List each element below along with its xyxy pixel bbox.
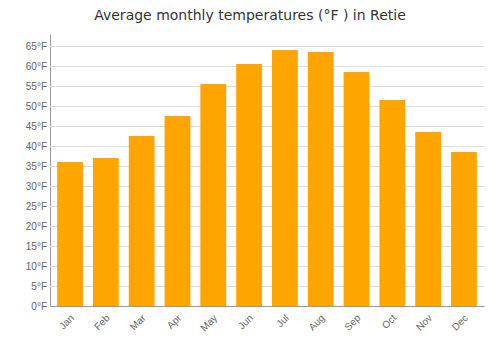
bar (165, 116, 191, 306)
x-tick-label: Dec (450, 312, 470, 332)
bar (272, 50, 298, 306)
bar (308, 52, 334, 306)
x-tick-label: Jun (236, 312, 255, 331)
x-tick: Apr (165, 306, 184, 331)
y-tick: 65°F (26, 41, 484, 52)
x-tick-label: Aug (306, 312, 326, 332)
x-axis-line (51, 306, 485, 307)
x-tick: Sep (342, 306, 363, 333)
bar (57, 162, 83, 306)
grid-line (50, 86, 484, 87)
x-tick-label: May (198, 312, 219, 333)
x-tick-label: Oct (380, 312, 399, 331)
bar (129, 136, 155, 306)
x-tick: Oct (380, 306, 399, 331)
x-tick: Dec (450, 306, 470, 333)
grid-line (50, 66, 484, 67)
plot: 0°F 5°F 10°F 15°F 20°F 25°F 30°F 35°F 40°F 45°F 50… (26, 35, 485, 334)
x-tick-label: Jan (57, 312, 76, 331)
x-tick-label: Apr (165, 312, 184, 331)
x-tick-label: Nov (414, 312, 434, 332)
x-tick: Mar (128, 306, 148, 332)
bar (379, 100, 405, 306)
bar (344, 72, 370, 306)
bar (200, 84, 226, 306)
x-tick: Aug (306, 306, 326, 333)
y-tick-label: 40°F (26, 141, 47, 152)
x-tick: Jan (57, 306, 76, 331)
y-tick-label: 35°F (26, 161, 47, 172)
y-tick-label: 0°F (31, 301, 47, 312)
x-axis: Jan Feb Mar Apr May Jun Jul Aug Sep Oct Nov Dec (51, 306, 485, 333)
x-tick-label: Feb (92, 312, 112, 332)
bar (451, 152, 477, 306)
x-tick-label: Sep (342, 312, 363, 333)
chart: Average monthly temperatures (°F ) in Re… (0, 0, 500, 350)
y-tick-label: 20°F (26, 221, 47, 232)
y-axis: 0°F 5°F 10°F 15°F 20°F 25°F 30°F 35°F 40°F 45°F 50… (26, 35, 484, 312)
x-tick-label: Jul (274, 312, 291, 329)
bar (415, 132, 441, 306)
y-tick-label: 5°F (31, 281, 47, 292)
grid-line (50, 306, 484, 307)
y-axis-line (50, 35, 51, 307)
y-tick-label: 25°F (26, 201, 47, 212)
y-tick-label: 30°F (26, 181, 47, 192)
y-tick-label: 50°F (26, 101, 47, 112)
x-tick: Jun (236, 306, 255, 331)
title: Average monthly temperatures (°F ) in Re… (94, 7, 406, 23)
x-tick: Feb (92, 306, 112, 332)
x-tick: May (198, 306, 219, 333)
x-tick-label: Mar (128, 312, 148, 332)
grid-line (50, 106, 484, 107)
bars (57, 50, 477, 306)
y-tick-label: 55°F (26, 81, 47, 92)
bar (236, 64, 262, 306)
grid-line (50, 126, 484, 127)
y-tick-label: 15°F (26, 241, 47, 252)
y-tick-label: 45°F (26, 121, 47, 132)
grid-line (50, 46, 484, 47)
y-tick-label: 10°F (26, 261, 47, 272)
y-tick-label: 60°F (26, 61, 47, 72)
x-tick: Nov (414, 306, 434, 333)
y-tick-label: 65°F (26, 41, 47, 52)
bar (93, 158, 119, 306)
x-tick: Jul (274, 306, 291, 329)
